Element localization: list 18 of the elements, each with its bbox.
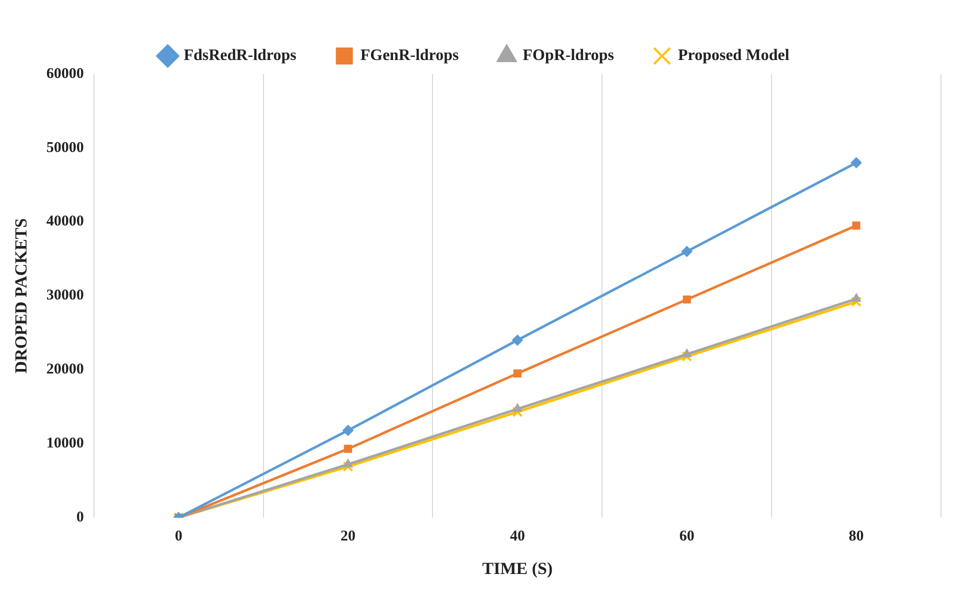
- y-tick-label: 40000: [46, 214, 84, 230]
- legend-label: FGenR-ldrops: [360, 47, 459, 64]
- legend-label: Proposed Model: [678, 47, 790, 64]
- y-tick-label: 30000: [46, 288, 84, 304]
- y-tick-label: 0: [76, 509, 84, 526]
- y-axis-title: DROPED PACKETS: [12, 218, 31, 374]
- y-tick-label: 20000: [46, 362, 84, 378]
- y-tick-label: 60000: [46, 66, 84, 82]
- legend-label: FOpR-ldrops: [522, 47, 614, 64]
- x-tick-label: 60: [679, 528, 694, 544]
- x-tick-label: 20: [340, 528, 356, 544]
- x-tick-label: 0: [174, 528, 182, 544]
- y-tick-label: 10000: [46, 436, 84, 452]
- x-tick-label: 40: [510, 528, 525, 544]
- x-axis-title: TIME (S): [482, 559, 553, 578]
- y-tick-label: 50000: [46, 140, 84, 156]
- x-tick-label: 80: [848, 528, 864, 544]
- legend-label: FdsRedR-ldrops: [184, 47, 296, 64]
